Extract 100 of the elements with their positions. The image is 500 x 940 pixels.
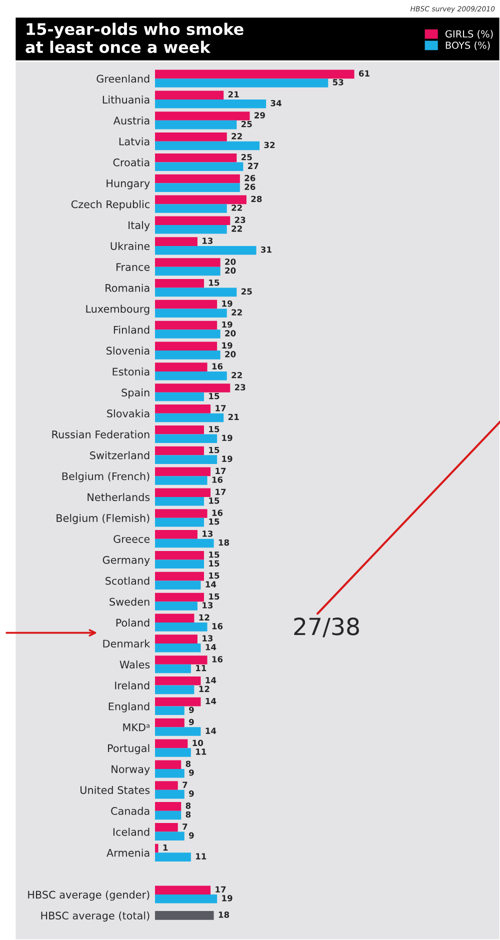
data-label: 13: [202, 602, 213, 608]
bar: [155, 643, 201, 652]
data-label: 12: [199, 686, 210, 692]
bar: [155, 237, 198, 246]
data-label: 15: [209, 426, 220, 432]
data-label: 17: [216, 468, 226, 474]
bar: [155, 592, 204, 602]
data-label: 25: [241, 288, 252, 295]
bar: [155, 278, 204, 288]
y-tick-label: Romania: [106, 284, 150, 292]
y-tick-label: Scotland: [106, 576, 150, 585]
data-label: 17: [216, 405, 226, 412]
y-tick-label: Canada: [111, 806, 150, 815]
y-tick-label: Switzerland: [90, 451, 150, 460]
data-label: 16: [212, 656, 223, 662]
bar: [155, 153, 237, 162]
data-label: 20: [225, 258, 236, 265]
data-label: 15: [209, 498, 220, 504]
y-tick-label: Austria: [113, 116, 150, 125]
bar: [155, 90, 224, 100]
data-label: 8: [186, 811, 191, 818]
y-tick-label: Finland: [114, 326, 150, 334]
bar: [155, 413, 224, 422]
y-tick-label: Portugal: [108, 744, 150, 754]
bar: [155, 538, 214, 548]
data-label: 19: [222, 321, 232, 328]
data-label: 22: [232, 372, 242, 378]
annotation: 27/38: [294, 618, 359, 638]
data-label: 22: [232, 204, 242, 211]
y-tick-label: Iceland: [113, 828, 150, 836]
bar: [155, 434, 218, 444]
y-tick-label: Greece: [114, 535, 150, 543]
bar: [155, 120, 237, 130]
data-label: 19: [222, 895, 232, 902]
data-label: 15: [209, 518, 220, 525]
bar: [155, 822, 178, 832]
data-label: 9: [189, 706, 194, 714]
bar: [155, 706, 184, 716]
data-label: 25: [241, 120, 252, 128]
bar: [155, 308, 227, 318]
data-label: 22: [232, 133, 242, 140]
data-label: 8: [186, 802, 191, 809]
bar: [155, 832, 184, 841]
bar: [155, 509, 208, 518]
bar: [155, 488, 211, 497]
bar: [155, 697, 201, 706]
y-tick-label: Czech Republic: [71, 200, 150, 210]
data-label: 61: [358, 70, 370, 77]
bar: [155, 425, 204, 434]
y-tick-label: Denmark: [103, 640, 150, 648]
y-tick-label: Belgium (French): [62, 472, 150, 482]
y-tick-label: Latvia: [119, 137, 150, 146]
bar: [155, 141, 260, 150]
bar: [155, 748, 191, 757]
bar: [155, 894, 218, 904]
data-label: 16: [212, 363, 223, 370]
data-label: 17: [216, 886, 226, 892]
bar: [155, 550, 204, 560]
data-label: 26: [244, 174, 256, 182]
y-tick-label: Russian Federation: [52, 430, 150, 438]
bar: [155, 685, 194, 694]
legend-label: GIRLS (%): [445, 30, 493, 39]
bar: [155, 718, 184, 728]
data-label: 14: [206, 728, 216, 734]
data-label: 18: [218, 539, 230, 546]
data-label: 16: [212, 623, 223, 630]
y-tick-label: MKDᵃ: [123, 724, 150, 732]
data-label: 13: [202, 530, 213, 537]
bar: [155, 288, 237, 297]
chart-title: 15-year-olds who smoke at least once a week: [26, 22, 244, 54]
data-label: 9: [189, 832, 194, 839]
y-tick-label: Croatia: [113, 158, 150, 166]
bar: [155, 162, 244, 172]
y-tick-label: HBSC average (total): [41, 911, 150, 922]
bar: [155, 656, 208, 664]
data-label: 9: [189, 770, 194, 776]
data-label: 22: [232, 309, 242, 316]
data-label: 19: [222, 456, 232, 462]
bar: [155, 530, 198, 539]
y-tick-label: Ukraine: [110, 242, 150, 250]
data-label: 16: [212, 510, 223, 516]
bar: [155, 476, 208, 485]
bar: [155, 810, 182, 820]
bar: [155, 204, 227, 213]
bar: [155, 342, 218, 351]
data-label: 32: [264, 142, 275, 148]
bar: [155, 392, 204, 402]
bar: [155, 580, 201, 590]
data-label: 25: [241, 154, 252, 160]
y-tick-label: Luxembourg: [86, 304, 150, 315]
bar: [155, 518, 204, 527]
data-label: 12: [199, 614, 210, 620]
bar: [155, 802, 182, 811]
y-tick-label: Poland: [116, 618, 150, 627]
y-tick-label: Netherlands: [88, 493, 150, 502]
bar: [155, 78, 328, 88]
bar: [155, 676, 201, 686]
y-tick-label: Armenia: [106, 848, 150, 857]
data-label: 23: [234, 384, 246, 390]
y-tick-label: HBSC average (gender): [28, 890, 150, 901]
